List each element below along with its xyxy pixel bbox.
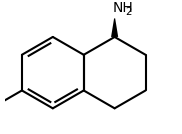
Polygon shape bbox=[111, 18, 118, 37]
Text: 2: 2 bbox=[126, 7, 132, 17]
Text: NH: NH bbox=[113, 1, 134, 15]
